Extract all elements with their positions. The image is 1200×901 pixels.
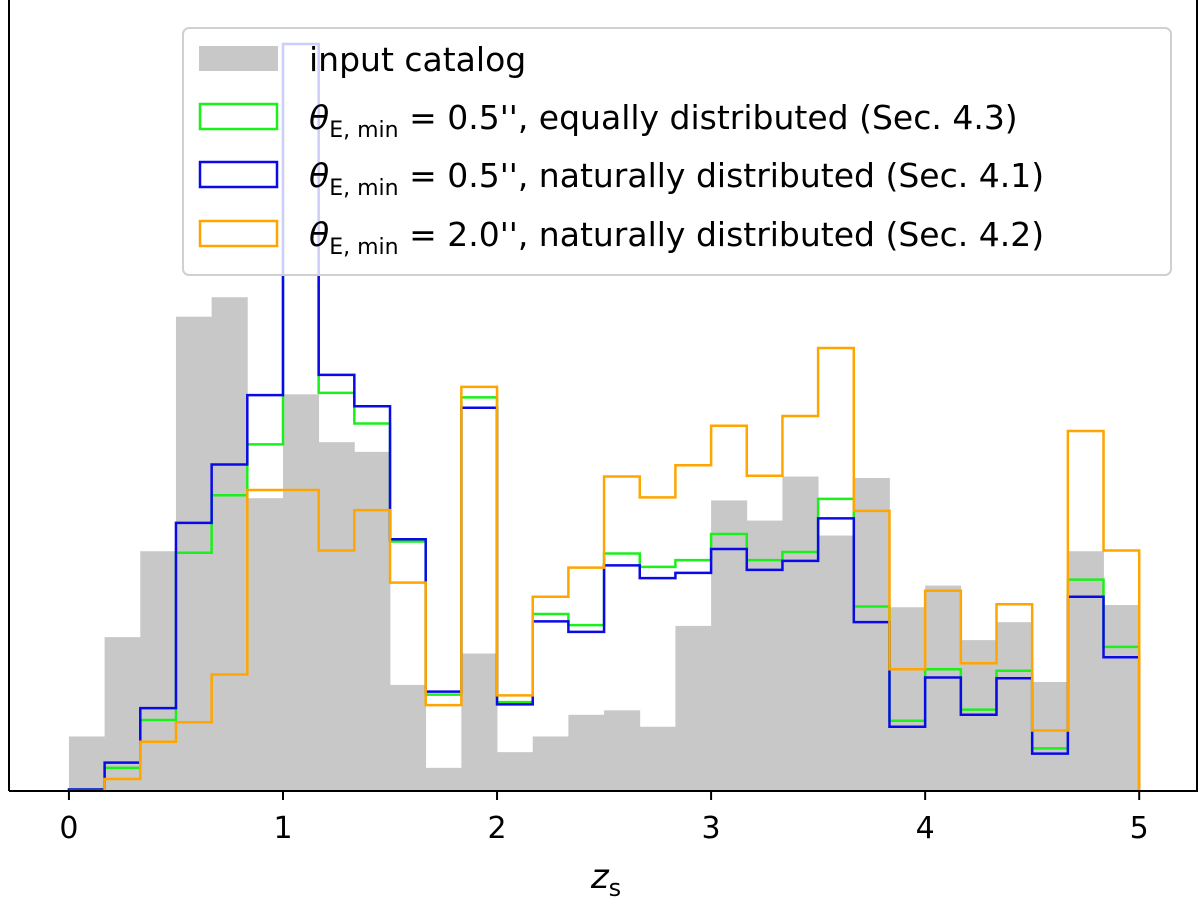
catalog-bar — [746, 520, 783, 791]
catalog-bar — [996, 622, 1033, 791]
catalog-bar — [104, 637, 141, 791]
x-ticks: 0 1 2 3 4 5 — [59, 791, 1149, 846]
legend-label-naturally-0-5: θE, min = 0.5'', naturally distributed (… — [309, 156, 1044, 201]
catalog-bar — [140, 551, 177, 791]
catalog-bar — [889, 607, 926, 791]
catalog-bar — [1067, 551, 1104, 791]
legend-label-naturally-2-0: θE, min = 2.0'', naturally distributed (… — [309, 215, 1044, 260]
catalog-bar — [1103, 605, 1140, 791]
catalog-bar — [390, 684, 427, 791]
step-line-naturally-2-0 — [68, 346, 1141, 792]
step-line-naturally-0-5 — [67, 42, 1141, 791]
x-tick-label: 0 — [59, 811, 78, 846]
catalog-bar — [675, 625, 712, 791]
x-tick-label: 2 — [487, 811, 506, 846]
legend-swatch-naturally-0-5 — [198, 160, 279, 189]
x-tick-label: 1 — [273, 811, 292, 846]
step-series-layer — [67, 42, 1141, 792]
catalog-bar — [853, 478, 890, 791]
catalog-bar — [461, 653, 498, 791]
catalog-bar — [497, 752, 534, 791]
catalog-bar — [782, 476, 819, 791]
catalog-bar — [354, 451, 391, 791]
x-tick-label: 4 — [916, 811, 935, 846]
catalog-bar — [532, 736, 569, 791]
catalog-bar — [925, 585, 962, 791]
catalog-bar — [425, 767, 462, 791]
legend-label-equally-distributed: θE, min = 0.5'', equally distributed (Se… — [309, 98, 1018, 143]
catalog-bar — [711, 500, 748, 791]
catalog-bar — [211, 297, 248, 791]
catalog-bar — [818, 535, 855, 791]
catalog-bar — [568, 714, 605, 791]
catalog-bar — [247, 498, 284, 791]
legend-label-input-catalog: input catalog — [309, 40, 526, 79]
input-catalog-bars — [68, 297, 1140, 791]
legend-swatch-input-catalog — [199, 46, 278, 71]
legend-frame — [182, 27, 1172, 276]
x-tick-label: 3 — [702, 811, 721, 846]
catalog-bar — [1032, 681, 1069, 791]
catalog-bar — [639, 726, 676, 791]
x-axis-label: zs — [590, 857, 621, 901]
legend-swatch-naturally-2-0 — [198, 219, 279, 248]
catalog-bar — [604, 710, 641, 791]
legend: input catalog θE, min = 0.5'', equally d… — [182, 27, 1172, 276]
legend-swatch-equally-distributed — [198, 102, 279, 131]
catalog-bar — [68, 736, 106, 791]
catalog-bar — [282, 394, 320, 791]
x-tick-label: 5 — [1130, 811, 1149, 846]
catalog-bar — [318, 442, 355, 791]
